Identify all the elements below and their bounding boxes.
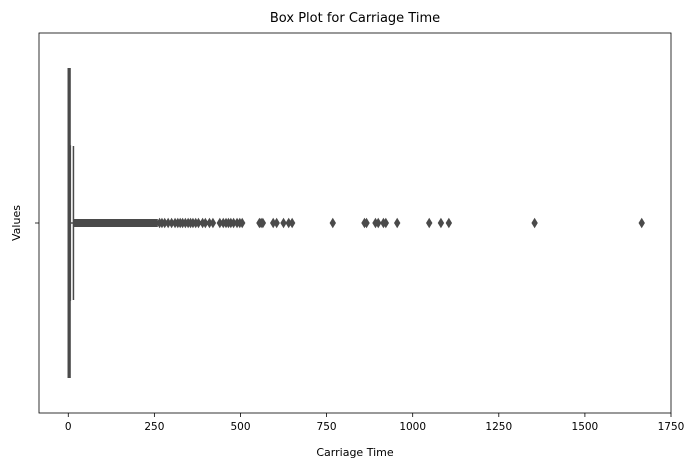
outlier-point bbox=[393, 217, 401, 229]
outlier-dense-band bbox=[73, 219, 158, 227]
outlier-point bbox=[280, 217, 287, 229]
outlier-point bbox=[363, 217, 370, 229]
plot-marks bbox=[67, 68, 645, 378]
outlier-point bbox=[164, 217, 172, 229]
x-tick-label: 1750 bbox=[658, 421, 685, 433]
x-tick-label: 250 bbox=[144, 421, 164, 433]
outlier-point bbox=[216, 217, 224, 229]
outlier-point bbox=[329, 217, 336, 229]
y-axis-label: Values bbox=[10, 205, 23, 241]
outlier-point bbox=[288, 217, 296, 229]
x-tick-label: 0 bbox=[65, 421, 72, 433]
outlier-point bbox=[273, 217, 280, 229]
outlier-point bbox=[168, 217, 175, 229]
outlier-point bbox=[445, 217, 453, 229]
chart-title: Box Plot for Carriage Time bbox=[270, 11, 440, 26]
x-tick-label: 750 bbox=[317, 421, 337, 433]
outlier-point bbox=[437, 217, 445, 229]
outlier-point bbox=[230, 217, 237, 229]
outlier-point bbox=[270, 217, 277, 229]
outlier-point bbox=[259, 217, 267, 229]
x-axis-ticks: 0 250 500 750 1000 1250 1500 1750 bbox=[65, 413, 684, 433]
outlier-point bbox=[202, 217, 209, 229]
x-tick-label: 1250 bbox=[485, 421, 512, 433]
x-axis-label: Carriage Time bbox=[316, 446, 393, 459]
outlier-point bbox=[239, 217, 246, 229]
outlier-point bbox=[638, 217, 645, 229]
outlier-point bbox=[161, 217, 168, 229]
outlier-point bbox=[375, 217, 382, 229]
outlier-point bbox=[285, 217, 292, 229]
outlier-point bbox=[382, 217, 390, 229]
outlier-point bbox=[426, 217, 433, 229]
outlier-point bbox=[209, 217, 217, 229]
x-tick-label: 1000 bbox=[399, 421, 426, 433]
outlier-point bbox=[206, 217, 213, 229]
x-tick-label: 500 bbox=[230, 421, 250, 433]
outlier-point bbox=[531, 217, 538, 229]
outlier-point bbox=[195, 217, 202, 229]
x-tick-label: 1500 bbox=[572, 421, 599, 433]
